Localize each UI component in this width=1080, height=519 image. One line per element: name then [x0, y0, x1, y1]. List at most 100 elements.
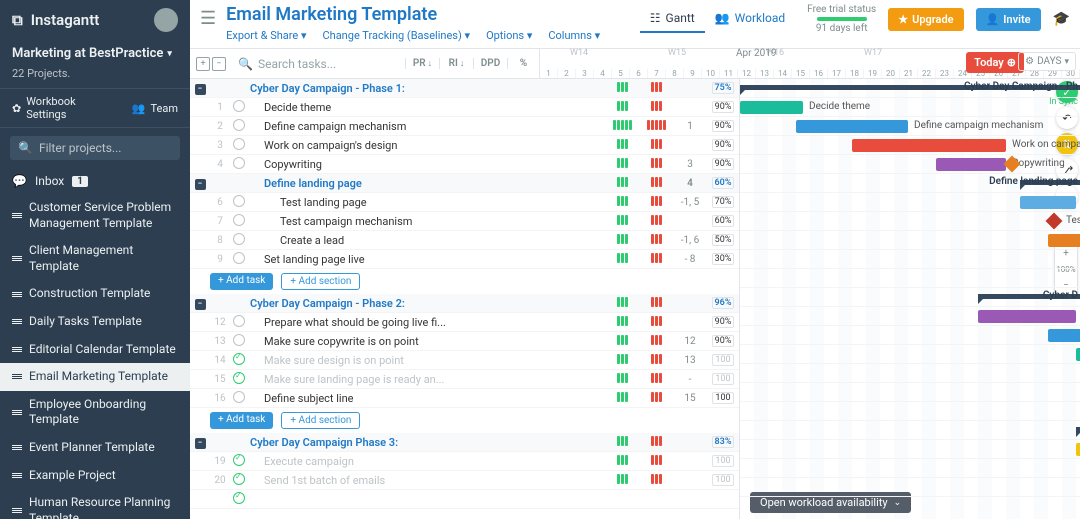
- group-bar[interactable]: [1076, 427, 1080, 432]
- task-bar[interactable]: [1048, 234, 1080, 247]
- gantt-pane[interactable]: ✓ ↶ ⇅ ⎇ ⋯ + 100% − Open workload availab…: [740, 79, 1080, 519]
- tab-workload[interactable]: 👥Workload: [705, 5, 795, 33]
- expand-all-button[interactable]: +: [196, 57, 210, 71]
- sidebar-item[interactable]: Construction Template: [0, 280, 190, 308]
- task-row[interactable]: 20Send 1st batch of emails100: [190, 471, 739, 490]
- help-icon[interactable]: 🎓: [1053, 11, 1070, 27]
- task-row[interactable]: 4Copywriting390%: [190, 155, 739, 174]
- complete-checkbox[interactable]: [233, 233, 245, 245]
- upgrade-button[interactable]: ★Upgrade: [888, 8, 963, 31]
- section-header[interactable]: −Cyber Day Campaign - Phase 2:96%: [190, 294, 739, 313]
- task-row[interactable]: 3Work on campaign's design90%: [190, 136, 739, 155]
- task-row[interactable]: 8Create a lead-1, 650%: [190, 231, 739, 250]
- add-section-button[interactable]: + Add section: [281, 412, 360, 429]
- project-menu-item[interactable]: Change Tracking (Baselines) ▾: [322, 29, 470, 42]
- add-task-button[interactable]: + Add task: [210, 412, 273, 429]
- add-task-button[interactable]: + Add task: [210, 273, 273, 290]
- complete-checkbox[interactable]: [233, 157, 245, 169]
- sidebar-item[interactable]: Daily Tasks Template: [0, 308, 190, 336]
- complete-checkbox[interactable]: [233, 334, 245, 346]
- task-row[interactable]: −Define landing page460%: [190, 174, 739, 193]
- collapse-icon[interactable]: −: [195, 179, 206, 190]
- project-menu-item[interactable]: Options ▾: [486, 29, 532, 42]
- sidebar-item[interactable]: Event Planner Template: [0, 434, 190, 462]
- workspace-selector[interactable]: Marketing at BestPractice ▾: [0, 40, 190, 67]
- sidebar-item[interactable]: Editorial Calendar Template: [0, 336, 190, 364]
- complete-checkbox[interactable]: [233, 252, 245, 264]
- collapse-icon[interactable]: −: [195, 299, 206, 310]
- task-bar[interactable]: [796, 120, 908, 133]
- risk-cell: [639, 139, 673, 152]
- task-bar[interactable]: [1076, 443, 1080, 456]
- milestone[interactable]: [1046, 213, 1063, 230]
- complete-checkbox[interactable]: [233, 492, 245, 504]
- complete-checkbox[interactable]: [233, 195, 245, 207]
- invite-button[interactable]: 👤Invite: [976, 8, 1041, 31]
- percent-cell: 100: [707, 392, 739, 404]
- sidebar-item[interactable]: Employee Onboarding Template: [0, 391, 190, 434]
- collapse-all-button[interactable]: −: [212, 57, 226, 71]
- add-section-button[interactable]: + Add section: [281, 273, 360, 290]
- task-row[interactable]: 13Make sure copywrite is on point1290%: [190, 332, 739, 351]
- task-bar[interactable]: [1076, 348, 1080, 361]
- task-bar[interactable]: [852, 139, 1006, 152]
- complete-checkbox[interactable]: [233, 100, 245, 112]
- collapse-icon[interactable]: −: [195, 438, 206, 449]
- complete-checkbox[interactable]: [233, 372, 245, 384]
- sidebar-item[interactable]: Example Project: [0, 462, 190, 490]
- col-priority[interactable]: PR↓: [405, 58, 439, 69]
- sidebar-item[interactable]: Email Marketing Template: [0, 363, 190, 391]
- complete-checkbox[interactable]: [233, 138, 245, 150]
- complete-checkbox[interactable]: [233, 119, 245, 131]
- complete-checkbox[interactable]: [233, 315, 245, 327]
- task-row[interactable]: 12Prepare what should be going live fi..…: [190, 313, 739, 332]
- inbox-link[interactable]: 💬 Inbox 1: [0, 168, 190, 194]
- complete-checkbox[interactable]: [233, 473, 245, 485]
- task-name: Work on campaign's design: [248, 139, 605, 152]
- task-row[interactable]: 19Execute campaign100: [190, 452, 739, 471]
- complete-checkbox[interactable]: [233, 391, 245, 403]
- today-button[interactable]: Today⊕: [966, 52, 1024, 73]
- task-name: Make sure copywrite is on point: [248, 335, 605, 348]
- priority-cell: [605, 354, 639, 367]
- workbook-settings-link[interactable]: ✿Workbook Settings: [12, 95, 118, 121]
- search-tasks-input[interactable]: 🔍 Search tasks...: [232, 57, 405, 71]
- task-bar[interactable]: [1020, 196, 1076, 209]
- scale-button[interactable]: ⚙DAYS▾: [1018, 52, 1076, 71]
- list-icon: [12, 445, 22, 450]
- col-percent[interactable]: %: [507, 58, 539, 69]
- col-risk[interactable]: RI↓: [439, 58, 473, 69]
- user-avatar[interactable]: [154, 8, 178, 32]
- task-row[interactable]: 16Define subject line15100: [190, 389, 739, 408]
- task-bar[interactable]: [936, 158, 1006, 171]
- task-bar[interactable]: [740, 101, 803, 114]
- hamburger-icon[interactable]: ☰: [200, 4, 216, 29]
- task-row[interactable]: [190, 490, 739, 509]
- collapse-icon[interactable]: −: [195, 84, 206, 95]
- task-row[interactable]: 7Test campaign mechanism60%: [190, 212, 739, 231]
- task-name: Decide theme: [248, 101, 605, 114]
- project-menu-item[interactable]: Columns ▾: [548, 29, 600, 42]
- task-bar[interactable]: [1048, 329, 1080, 342]
- filter-projects-input[interactable]: 🔍 Filter projects...: [10, 136, 180, 160]
- sidebar-item[interactable]: Client Management Template: [0, 237, 190, 280]
- task-bar[interactable]: [978, 310, 1076, 323]
- project-menu-item[interactable]: Export & Share ▾: [226, 29, 306, 42]
- section-header[interactable]: −Cyber Day Campaign - Phase 1:75%: [190, 79, 739, 98]
- task-row[interactable]: 2Define campaign mechanism190%: [190, 117, 739, 136]
- col-dependency[interactable]: DPD: [473, 58, 507, 69]
- task-row[interactable]: 15Make sure landing page is ready an...-…: [190, 370, 739, 389]
- complete-checkbox[interactable]: [233, 214, 245, 226]
- tab-gantt[interactable]: ☷Gantt: [640, 5, 705, 33]
- task-row[interactable]: 6Test landing page-1, 570%: [190, 193, 739, 212]
- task-row[interactable]: 9Set landing page live- 830%: [190, 250, 739, 269]
- section-header[interactable]: −Cyber Day Campaign Phase 3:83%: [190, 433, 739, 452]
- complete-checkbox[interactable]: [233, 454, 245, 466]
- task-row[interactable]: 1Decide theme90%: [190, 98, 739, 117]
- task-row[interactable]: 14Make sure design is on point13100: [190, 351, 739, 370]
- complete-checkbox[interactable]: [233, 353, 245, 365]
- sidebar-item[interactable]: Human Resource Planning Template: [0, 489, 190, 519]
- dependency-cell: 4: [673, 178, 707, 189]
- sidebar-item[interactable]: Customer Service Problem Management Temp…: [0, 194, 190, 237]
- team-link[interactable]: 👥Team: [132, 95, 178, 121]
